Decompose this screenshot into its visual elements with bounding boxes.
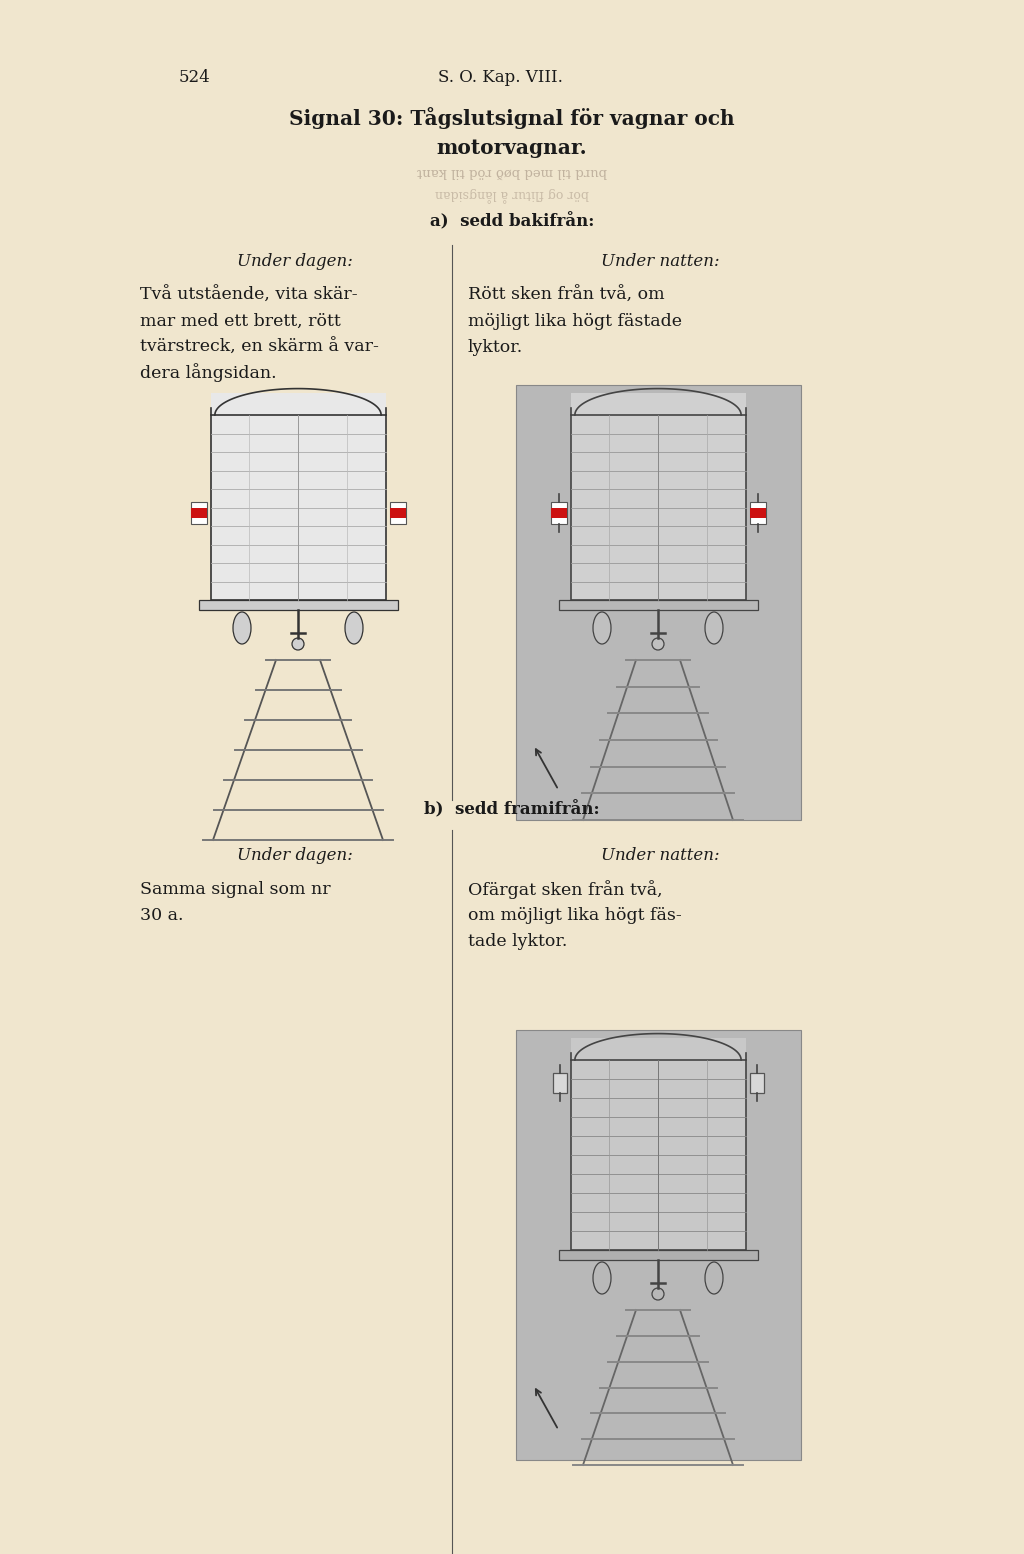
Ellipse shape xyxy=(593,612,611,643)
Bar xyxy=(558,1249,758,1260)
Bar xyxy=(211,415,385,600)
Bar xyxy=(515,385,801,821)
Bar xyxy=(211,393,385,415)
Bar xyxy=(515,1030,801,1461)
Text: Under natten:: Under natten: xyxy=(601,253,719,270)
Bar xyxy=(190,502,207,524)
Text: om möjligt lika högt fäs-: om möjligt lika högt fäs- xyxy=(468,908,682,925)
Text: a)  sedd bakifrån:: a) sedd bakifrån: xyxy=(430,213,594,232)
Bar xyxy=(570,1060,745,1249)
Ellipse shape xyxy=(705,1262,723,1294)
Text: S. O. Kap. VIII.: S. O. Kap. VIII. xyxy=(437,70,562,87)
Text: Två utstående, vita skär-: Två utstående, vita skär- xyxy=(140,286,357,303)
Ellipse shape xyxy=(593,1262,611,1294)
Text: tade lyktor.: tade lyktor. xyxy=(468,934,567,951)
Text: 524: 524 xyxy=(179,70,211,87)
Circle shape xyxy=(652,639,664,650)
Text: b)  sedd framifrån:: b) sedd framifrån: xyxy=(424,802,600,819)
Bar xyxy=(750,508,766,517)
Text: Samma signal som nr: Samma signal som nr xyxy=(140,881,331,898)
Ellipse shape xyxy=(705,612,723,643)
Bar xyxy=(551,502,566,524)
Text: Signal 30: Tågslutsignal för vagnar och: Signal 30: Tågslutsignal för vagnar och xyxy=(289,107,735,129)
Bar xyxy=(558,600,758,611)
Text: möjligt lika högt fästade: möjligt lika högt fästade xyxy=(468,312,682,329)
Bar xyxy=(190,508,207,517)
Bar xyxy=(553,1072,566,1092)
Bar xyxy=(570,1038,745,1060)
Bar xyxy=(551,508,566,517)
Bar xyxy=(570,393,745,415)
Text: Ofärgat sken från två,: Ofärgat sken från två, xyxy=(468,881,663,900)
Bar xyxy=(199,600,397,611)
Text: Under dagen:: Under dagen: xyxy=(238,847,353,864)
Circle shape xyxy=(292,639,304,650)
Text: motorvagnar.: motorvagnar. xyxy=(436,138,588,159)
Bar xyxy=(389,508,406,517)
Bar xyxy=(389,502,406,524)
Text: Rött sken från två, om: Rött sken från två, om xyxy=(468,286,665,303)
Bar xyxy=(570,415,745,600)
Text: burd til med bøð röd til kant: burd til med bøð röd til kant xyxy=(417,165,607,179)
Ellipse shape xyxy=(233,612,251,643)
Bar xyxy=(750,502,766,524)
Text: Under natten:: Under natten: xyxy=(601,847,719,864)
Text: lyktor.: lyktor. xyxy=(468,339,523,356)
Text: mar med ett brett, rött: mar med ett brett, rött xyxy=(140,312,341,329)
Text: bör og flitur å långsidan: bör og flitur å långsidan xyxy=(435,186,589,202)
Text: Under dagen:: Under dagen: xyxy=(238,253,353,270)
Circle shape xyxy=(652,1288,664,1301)
Text: 30 a.: 30 a. xyxy=(140,908,183,925)
Bar xyxy=(750,1072,764,1092)
Text: dera långsidan.: dera långsidan. xyxy=(140,364,276,382)
Ellipse shape xyxy=(345,612,362,643)
Text: tvärstreck, en skärm å var-: tvärstreck, en skärm å var- xyxy=(140,339,379,356)
